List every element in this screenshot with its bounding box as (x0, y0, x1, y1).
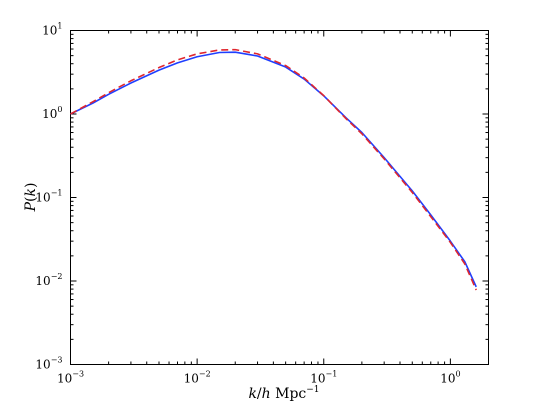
x-tick-label: 10−2 (184, 370, 211, 386)
y-axis-label: P(k) (23, 183, 39, 213)
y-tick-label: 10−3 (35, 356, 62, 372)
series-line-dashed (70, 48, 477, 291)
y-tick-label: 100 (42, 105, 62, 121)
x-axis-label: k/h Mpc−1 (248, 385, 319, 402)
x-tick-label: 100 (440, 370, 460, 386)
y-tick-label: 10−1 (35, 189, 62, 205)
plot-frame (70, 30, 489, 365)
x-tick-label: 10−1 (310, 370, 337, 386)
y-tick-label: 101 (42, 22, 62, 38)
series-line-solid (70, 51, 477, 288)
series-layer (70, 48, 477, 291)
x-tick-label: 10−3 (57, 370, 84, 386)
y-tick-label: 10−2 (35, 272, 62, 288)
axis-ticks: 10−3 10−2 10−1 100 10−3 10−2 10−1 100 101 (35, 22, 489, 386)
